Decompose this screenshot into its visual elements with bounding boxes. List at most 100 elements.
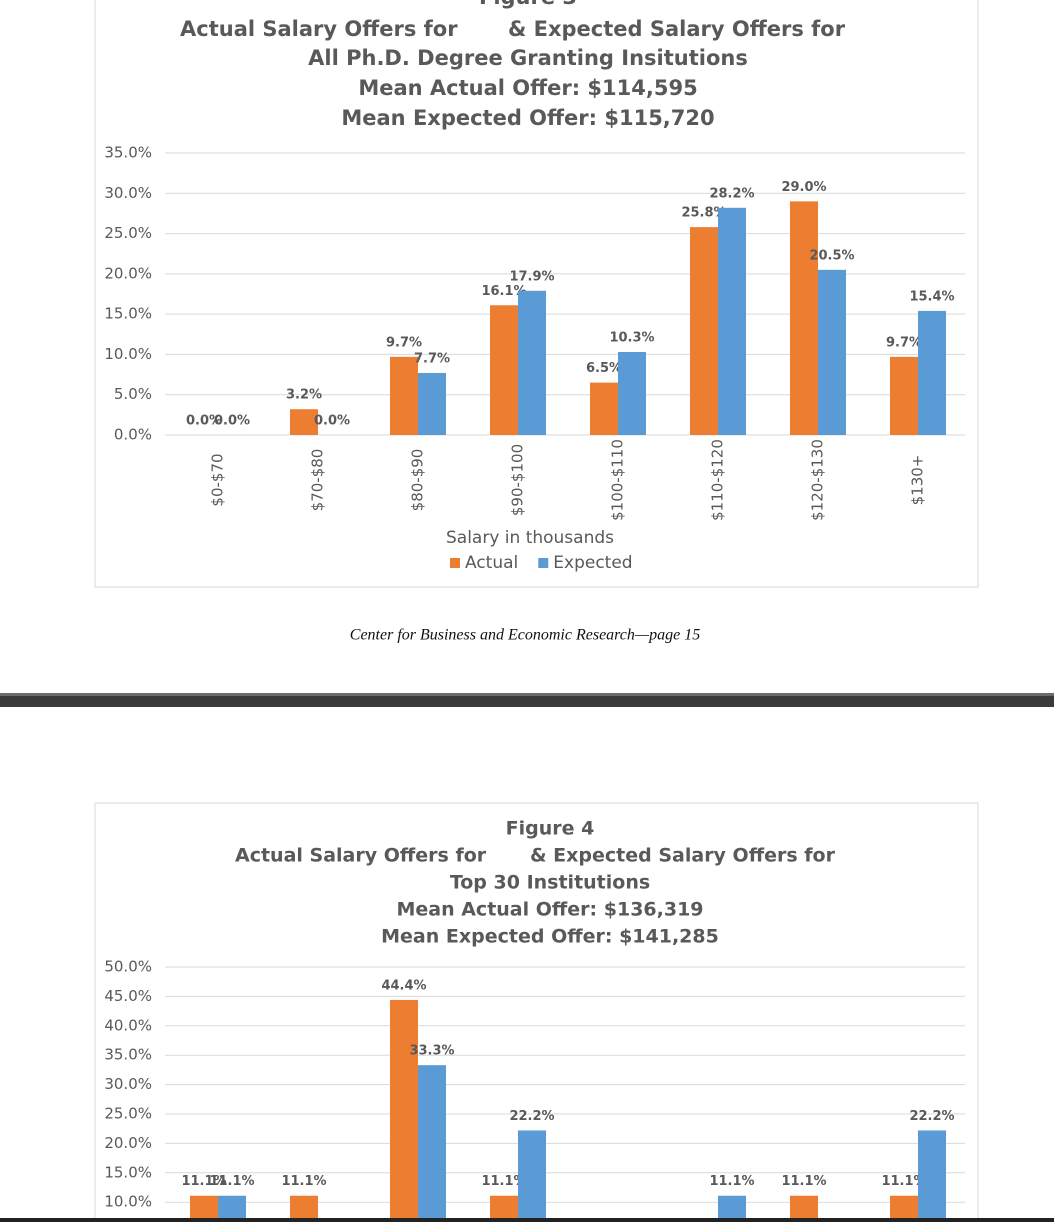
bar (618, 352, 646, 435)
y-tick-label: 20.0% (104, 1134, 152, 1152)
x-tick-label: $70-$80 (309, 449, 327, 512)
bar (590, 382, 618, 435)
x-tick-label: $120-$130 (809, 439, 827, 521)
chart-title: Figure 4 (506, 818, 595, 840)
data-label: 11.1% (481, 1174, 526, 1189)
data-label: 9.7% (886, 335, 922, 350)
y-tick-label: 15.0% (104, 1163, 152, 1181)
x-tick-label: $130+ (909, 455, 927, 506)
chart-title: All Ph.D. Degree Granting Insitutions (308, 46, 748, 70)
x-tick-label: $80-$90 (409, 449, 427, 512)
bar (690, 227, 718, 435)
y-tick-label: 50.0% (104, 958, 152, 976)
legend-label: Expected (553, 553, 632, 573)
data-label: 9.7% (386, 335, 422, 350)
chart-title: & Expected Salary Offers for (530, 845, 836, 867)
y-tick-label: 10.0% (104, 345, 152, 363)
x-tick-label: $100-$110 (609, 439, 627, 521)
data-label: 15.4% (909, 289, 954, 304)
data-label: 11.1% (709, 1174, 754, 1189)
chart: Figure 3 Actual Salary Offers for & Expect… (104, 0, 965, 573)
bar (490, 305, 518, 435)
y-tick-label: 15.0% (104, 305, 152, 323)
y-tick-label: 35.0% (104, 1046, 152, 1064)
data-label: 16.1% (481, 284, 526, 299)
chart-title: Top 30 Institutions (450, 872, 650, 894)
x-tick-label: $110-$120 (709, 439, 727, 521)
footer: Center for Business and Economic Researc… (350, 627, 700, 644)
data-label: 11.1% (881, 1174, 926, 1189)
bar (390, 999, 418, 1218)
bar (390, 356, 418, 435)
bar (290, 1195, 318, 1218)
chart-title: Actual Salary Offers for (235, 845, 487, 867)
legend-swatch (450, 558, 460, 568)
data-label: 3.2% (286, 388, 322, 403)
page-separator (0, 693, 1054, 707)
bar (418, 372, 446, 435)
bar (290, 409, 318, 435)
x-tick-label: $0-$70 (209, 453, 227, 506)
data-label: 11.1% (181, 1174, 226, 1189)
data-label: 11.1% (781, 1174, 826, 1189)
data-label: 22.2% (909, 1109, 954, 1124)
y-tick-label: 45.0% (104, 987, 152, 1005)
data-label: 28.2% (709, 186, 754, 201)
y-tick-label: 25.0% (104, 224, 152, 242)
chart-title: & Expected Salary Offers for (508, 17, 846, 41)
y-tick-label: 30.0% (104, 184, 152, 202)
data-label: 17.9% (509, 269, 554, 284)
chart: Figure 4 Actual Salary Offers for & Expect… (104, 818, 965, 1218)
legend-swatch (538, 558, 549, 568)
chart-title: Figure 3 (479, 0, 577, 9)
y-tick-label: 40.0% (104, 1016, 152, 1034)
bar (490, 1195, 518, 1218)
bar (918, 1130, 946, 1218)
data-label: 6.5% (586, 361, 622, 376)
chart-title: Mean Expected Offer: $141,285 (381, 926, 719, 948)
data-label: 33.3% (409, 1044, 454, 1059)
bar (790, 201, 818, 435)
data-label: 11.1% (209, 1174, 254, 1189)
bar (718, 207, 746, 435)
y-tick-label: 35.0% (104, 144, 152, 162)
y-tick-label: 10.0% (104, 1193, 152, 1211)
bar (890, 356, 918, 435)
window-edge (0, 1218, 1054, 1222)
chart-title: Mean Actual Offer: $114,595 (358, 76, 697, 100)
data-label: 20.5% (809, 248, 854, 263)
data-label: 11.1% (281, 1174, 326, 1189)
chart-title: Mean Actual Offer: $136,319 (396, 899, 703, 921)
data-label: 0.0% (186, 414, 222, 429)
chart-title: Mean Expected Offer: $115,720 (341, 106, 714, 130)
bar (218, 1195, 246, 1218)
y-tick-label: 30.0% (104, 1075, 152, 1093)
data-label: 7.7% (414, 351, 450, 366)
data-label: 29.0% (781, 180, 826, 195)
bar (518, 1130, 546, 1218)
data-label: 0.0% (214, 414, 250, 429)
chart-title: Actual Salary Offers for (180, 17, 458, 41)
bar (918, 310, 946, 435)
bar (190, 1195, 218, 1218)
bar (890, 1195, 918, 1218)
y-tick-label: 0.0% (114, 426, 152, 444)
bar (718, 1195, 746, 1218)
y-tick-label: 25.0% (104, 1105, 152, 1123)
x-tick-label: $90-$100 (509, 444, 527, 516)
page-separator-edge (0, 693, 1054, 696)
legend-label: Actual (465, 553, 518, 573)
bar (790, 1195, 818, 1218)
y-tick-label: 20.0% (104, 264, 152, 282)
x-axis-title: Salary in thousands (446, 528, 614, 548)
bar (518, 290, 546, 435)
bar (818, 269, 846, 435)
y-tick-label: 5.0% (114, 385, 152, 403)
data-label: 25.8% (681, 206, 726, 221)
data-label: 0.0% (314, 414, 350, 429)
bar (418, 1065, 446, 1218)
data-label: 10.3% (609, 331, 654, 346)
data-label: 44.4% (381, 978, 426, 993)
